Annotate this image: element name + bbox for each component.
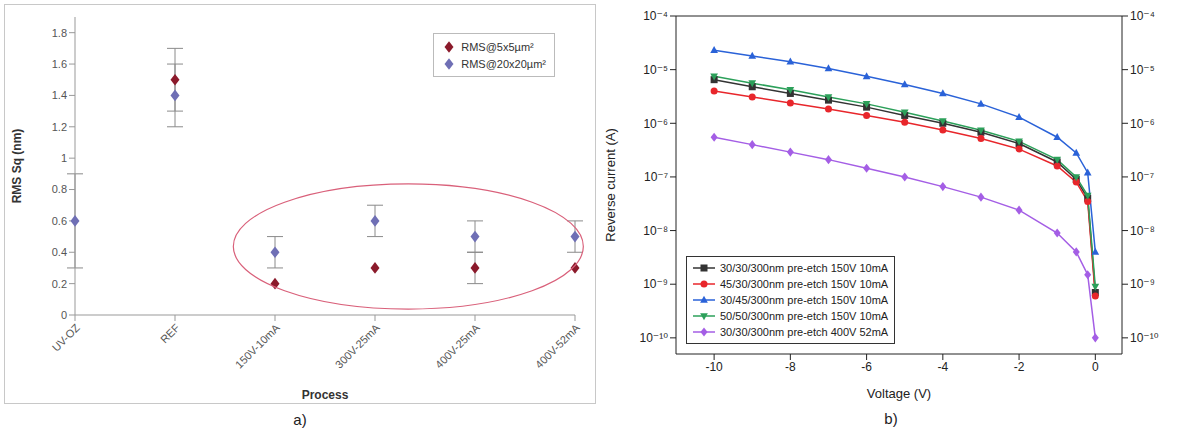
svg-text:1.6: 1.6 <box>52 58 67 70</box>
svg-text:1.4: 1.4 <box>52 89 67 101</box>
svg-text:Voltage (V): Voltage (V) <box>867 386 931 401</box>
svg-text:1.8: 1.8 <box>52 27 67 39</box>
svg-text:0: 0 <box>61 309 67 321</box>
svg-text:10⁻⁶: 10⁻⁶ <box>1130 117 1155 131</box>
svg-text:Process: Process <box>302 388 349 402</box>
svg-text:-2: -2 <box>1014 360 1025 374</box>
svg-text:10⁻⁴: 10⁻⁴ <box>1130 9 1155 23</box>
svg-text:10⁻⁸: 10⁻⁸ <box>643 224 668 238</box>
svg-text:-10: -10 <box>705 360 723 374</box>
svg-text:10⁻⁵: 10⁻⁵ <box>643 63 668 77</box>
svg-text:10⁻⁹: 10⁻⁹ <box>643 277 668 291</box>
html-text:RMS@5x5µm²: RMS@5x5µm² <box>461 40 534 53</box>
svg-text:10⁻⁶: 10⁻⁶ <box>643 117 668 131</box>
svg-text:1.2: 1.2 <box>52 121 67 133</box>
svg-text:10⁻¹⁰: 10⁻¹⁰ <box>1130 331 1159 345</box>
svg-text:-8: -8 <box>785 360 796 374</box>
svg-text:REF: REF <box>158 321 182 345</box>
html-text:50/50/300nm pre-etch 150V 10mA: 50/50/300nm pre-etch 150V 10mA <box>720 310 889 322</box>
html-text:30/30/300nm pre-etch 400V 52mA: 30/30/300nm pre-etch 400V 52mA <box>720 326 889 338</box>
svg-text:150V-10mA: 150V-10mA <box>233 321 283 371</box>
svg-text:10⁻⁷: 10⁻⁷ <box>1130 170 1154 184</box>
svg-text:400V-25mA: 400V-25mA <box>433 321 483 371</box>
svg-text:Reverse current (A): Reverse current (A) <box>603 128 618 241</box>
svg-text:10⁻⁵: 10⁻⁵ <box>1130 63 1155 77</box>
html-text:30/45/300nm pre-etch 150V 10mA: 30/45/300nm pre-etch 150V 10mA <box>720 294 889 306</box>
svg-text:10⁻⁹: 10⁻⁹ <box>1130 277 1155 291</box>
svg-text:1: 1 <box>61 152 67 164</box>
svg-text:0.4: 0.4 <box>52 246 67 258</box>
svg-text:-6: -6 <box>861 360 872 374</box>
html-text:30/30/300nm pre-etch 150V 10mA: 30/30/300nm pre-etch 150V 10mA <box>720 262 889 274</box>
svg-text:10⁻⁷: 10⁻⁷ <box>644 170 668 184</box>
svg-text:RMS Sq (nm): RMS Sq (nm) <box>10 129 24 204</box>
html-text:45/30/300nm pre-etch 150V 10mA: 45/30/300nm pre-etch 150V 10mA <box>720 278 889 290</box>
html-text:b): b) <box>884 410 898 427</box>
html-text:a): a) <box>293 411 307 428</box>
svg-text:10⁻⁸: 10⁻⁸ <box>1130 224 1155 238</box>
svg-text:10⁻¹⁰: 10⁻¹⁰ <box>640 331 669 345</box>
svg-text:400V-52mA: 400V-52mA <box>533 321 583 371</box>
html-text:RMS@20x20µm²: RMS@20x20µm² <box>461 57 546 70</box>
svg-text:10⁻⁴: 10⁻⁴ <box>643 9 668 23</box>
svg-text:0.6: 0.6 <box>52 215 67 227</box>
svg-text:0.2: 0.2 <box>52 278 67 290</box>
svg-text:0: 0 <box>1092 360 1099 374</box>
svg-text:0.8: 0.8 <box>52 183 67 195</box>
svg-text:-4: -4 <box>938 360 949 374</box>
svg-text:UV-OZ: UV-OZ <box>50 321 82 353</box>
svg-text:300V-25mA: 300V-25mA <box>333 321 383 371</box>
